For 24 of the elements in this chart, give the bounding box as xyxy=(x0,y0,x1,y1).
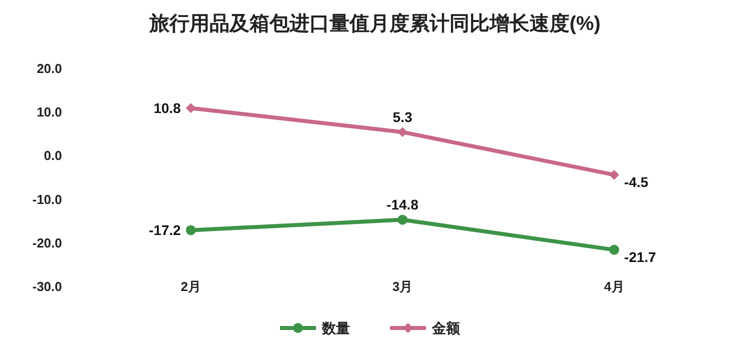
y-tick-label: 10.0 xyxy=(36,104,62,120)
data-label: -14.8 xyxy=(386,196,419,213)
y-tick-label: -10.0 xyxy=(32,192,62,207)
y-tick-label: -20.0 xyxy=(32,235,62,250)
point xyxy=(398,214,408,225)
data-label: -21.7 xyxy=(624,248,656,265)
y-tick-label: 20.0 xyxy=(36,61,62,76)
data-label: 5.3 xyxy=(392,109,412,126)
point xyxy=(609,170,620,180)
legend-label: 金额 xyxy=(431,320,461,336)
y-tick-label: -30.0 xyxy=(32,279,62,294)
x-tick-label: 3月 xyxy=(392,279,413,294)
y-tick-label: 0.0 xyxy=(44,148,62,164)
data-label: -17.2 xyxy=(148,222,182,238)
x-tick-label: 2月 xyxy=(180,279,201,294)
point xyxy=(609,244,620,255)
point xyxy=(186,225,196,236)
point xyxy=(398,127,408,138)
data-label: -4.5 xyxy=(624,174,649,190)
point xyxy=(186,103,196,114)
chart-title: 旅行用品及箱包进口量值月度累计同比增长速度(%) xyxy=(148,12,601,35)
data-label: 10.8 xyxy=(154,100,182,116)
legend-label: 数量 xyxy=(321,320,350,336)
x-tick-label: 4月 xyxy=(604,279,624,294)
